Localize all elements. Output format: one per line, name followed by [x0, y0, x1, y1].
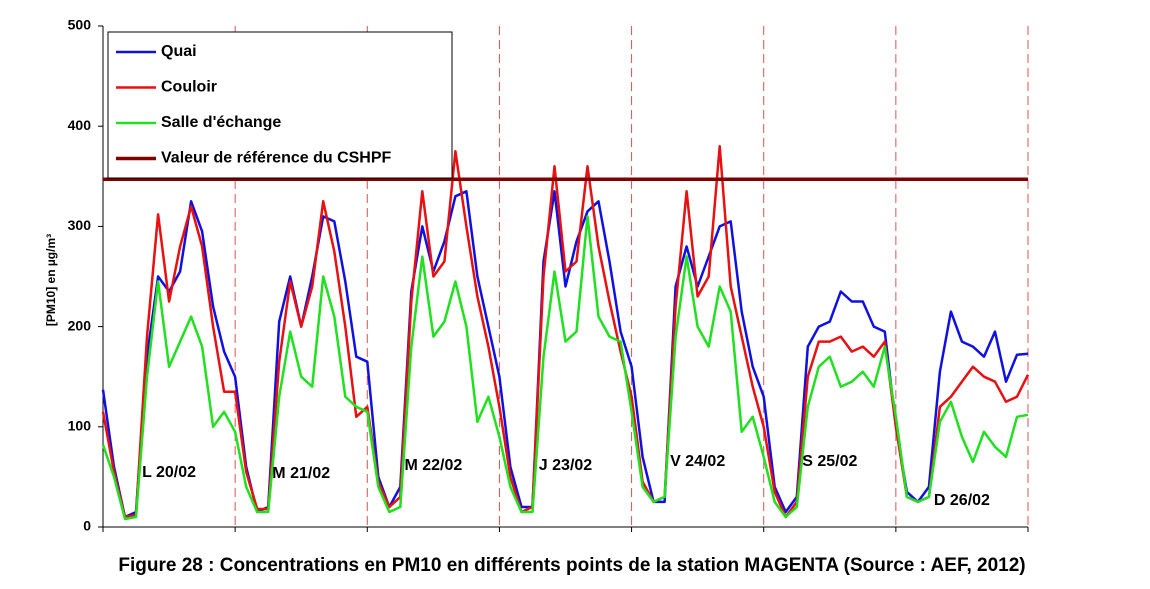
- y-tick-label: 300: [68, 217, 92, 233]
- day-label: J 23/02: [539, 457, 592, 474]
- legend-label: Quai: [161, 43, 197, 60]
- y-tick-label: 0: [83, 518, 91, 534]
- legend-label: Valeur de référence du CSHPF: [161, 150, 392, 167]
- y-tick-label: 100: [68, 418, 92, 434]
- y-tick-label: 200: [68, 317, 92, 333]
- legend-box: [107, 31, 453, 179]
- y-axis-label: [PM10] en µg/m³: [44, 234, 58, 326]
- day-label: S 25/02: [802, 453, 857, 470]
- day-label: M 22/02: [404, 457, 462, 474]
- legend-label: Couloir: [161, 79, 217, 96]
- y-tick-label: 400: [68, 117, 92, 133]
- legend-label: Salle d'échange: [161, 114, 281, 131]
- day-label: L 20/02: [142, 464, 196, 481]
- day-label: V 24/02: [670, 453, 725, 470]
- series-line: [101, 215, 1029, 521]
- day-label: D 26/02: [934, 492, 990, 509]
- day-label: M 21/02: [272, 465, 330, 482]
- y-tick-label: 500: [68, 17, 92, 33]
- caption: Figure 28 : Concentrations en PM10 en di…: [118, 555, 1025, 576]
